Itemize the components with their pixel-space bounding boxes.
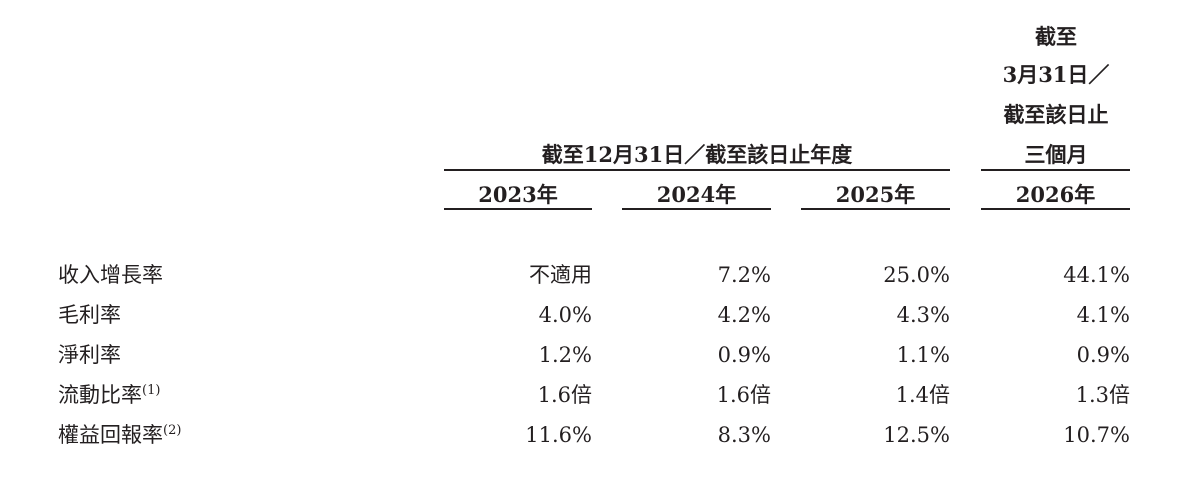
- cell: 4.0%: [538, 303, 592, 327]
- cell: 1.6倍: [537, 383, 592, 407]
- cell: 1.1%: [896, 343, 950, 367]
- row-label-text: 收入增長率: [58, 263, 163, 287]
- row-label: 毛利率: [58, 303, 121, 327]
- row-label-text: 毛利率: [58, 303, 121, 327]
- cell: 4.3%: [896, 303, 950, 327]
- row-label-text: 權益回報率: [58, 423, 163, 447]
- cell: 7.2%: [717, 263, 771, 287]
- cell: 0.9%: [1076, 343, 1130, 367]
- cell: 1.3倍: [1075, 383, 1130, 407]
- group-header: 截至12月31日／截至該日止年度: [541, 142, 853, 167]
- cell: 12.5%: [883, 423, 950, 447]
- row-label: 淨利率: [58, 343, 121, 367]
- footnote-mark: (1): [142, 383, 161, 398]
- rule: [801, 208, 950, 210]
- cell: 4.2%: [717, 303, 771, 327]
- rule: [981, 208, 1130, 210]
- year-header: 2024年: [656, 182, 737, 207]
- rule: [444, 169, 950, 171]
- cell: 4.1%: [1076, 303, 1130, 327]
- rule: [981, 169, 1130, 171]
- year-header: 2026年: [1015, 182, 1096, 207]
- column-header: 截至該日止: [1003, 102, 1109, 127]
- cell: 25.0%: [883, 263, 950, 287]
- cell: 0.9%: [717, 343, 771, 367]
- cell: 1.6倍: [716, 383, 771, 407]
- row-label: 權益回報率(2): [58, 423, 181, 447]
- cell: 不適用: [529, 263, 592, 287]
- column-header: 截至: [1035, 24, 1077, 49]
- row-label-text: 流動比率: [58, 383, 142, 407]
- year-header: 2025年: [835, 182, 916, 207]
- rule: [622, 208, 771, 210]
- rule: [444, 208, 592, 210]
- column-header: 三個月: [1024, 142, 1088, 167]
- cell: 44.1%: [1063, 263, 1130, 287]
- cell: 1.4倍: [895, 383, 950, 407]
- year-header: 2023年: [478, 182, 558, 207]
- footnote-mark: (2): [163, 423, 182, 438]
- cell: 1.2%: [538, 343, 592, 367]
- cell: 10.7%: [1063, 423, 1130, 447]
- cell: 11.6%: [525, 423, 592, 447]
- row-label-text: 淨利率: [58, 343, 121, 367]
- row-label: 流動比率(1): [58, 383, 160, 407]
- row-label: 收入增長率: [58, 263, 163, 287]
- cell: 8.3%: [717, 423, 771, 447]
- column-header: 3月31日／: [1002, 62, 1110, 87]
